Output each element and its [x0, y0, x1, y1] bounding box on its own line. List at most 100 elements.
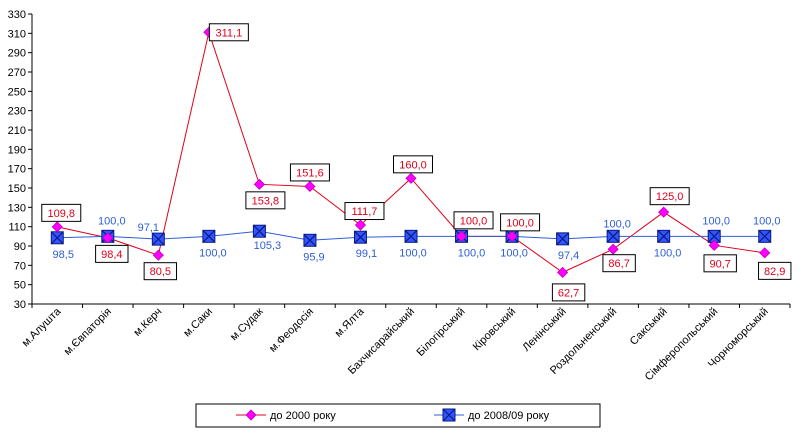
data-label-box — [758, 261, 792, 280]
series-2000-point — [152, 249, 164, 261]
legend-box — [195, 403, 601, 428]
x-category-label: Ленінський — [520, 306, 568, 354]
x-category-label: м.Саки — [181, 306, 215, 340]
marker-cross — [442, 408, 456, 422]
series-2000-data-label: 109,8 — [41, 203, 82, 222]
data-label-box — [95, 244, 129, 263]
y-tick-label: 170 — [8, 164, 26, 176]
series-2008-data-label: 100,0 — [753, 215, 781, 227]
series-2008-data-label: 100,0 — [399, 247, 427, 259]
data-label-box — [289, 163, 330, 182]
data-label-box — [602, 254, 636, 273]
data-label-text: 151,6 — [296, 167, 324, 179]
y-tick-label: 50 — [14, 280, 26, 292]
series-2008-point — [303, 233, 317, 247]
data-label-box — [393, 155, 433, 174]
x-category-label: м.Феодосія — [267, 306, 316, 355]
series-2000-point — [557, 266, 569, 278]
marker-cross — [50, 231, 64, 245]
y-tick-label: 250 — [8, 86, 26, 98]
series-2000-data-label: 311,1 — [208, 23, 249, 42]
x-category-label: Кіровський — [471, 306, 518, 353]
y-tick-label: 210 — [8, 125, 26, 137]
data-label-text: 109,8 — [48, 208, 76, 220]
series-2000-point — [759, 247, 771, 259]
series-2000-point — [455, 230, 468, 242]
series-2000-data-label: 98,4 — [95, 244, 129, 263]
y-tick-label: 310 — [8, 28, 26, 40]
x-category-label: Сакський — [628, 306, 670, 348]
series-2008-point — [657, 229, 671, 243]
data-label-box — [500, 213, 541, 232]
marker-cross — [151, 232, 165, 246]
data-label-box — [551, 283, 586, 302]
marker-cross — [657, 229, 671, 243]
series-2008-data-label: 98,5 — [53, 249, 74, 261]
legend-item-2000: до 2000 року — [236, 409, 336, 422]
series-2000-data-label: 111,7 — [344, 202, 385, 221]
marker-cross — [303, 233, 317, 247]
series-2008-data-label: 100,0 — [458, 247, 486, 259]
marker-cross — [252, 224, 266, 238]
series-2000-point — [607, 243, 619, 255]
data-label-box — [703, 254, 737, 273]
marker-cross — [707, 229, 721, 243]
series-2008-data-label: 100,0 — [199, 247, 227, 259]
series-2000-point — [304, 180, 316, 193]
series-2000-point — [102, 232, 114, 244]
series-2000-data-label: 80,5 — [143, 262, 178, 281]
marker-cross — [556, 232, 570, 246]
series-2008-data-label: 99,1 — [356, 248, 377, 260]
y-tick-label: 30 — [14, 299, 26, 311]
x-category-label: м.Судак — [228, 306, 266, 344]
series-2000-point — [658, 206, 670, 218]
legend-swatch-marker — [245, 409, 257, 421]
series-2000-data-label: 62,7 — [551, 283, 586, 302]
series-2000-point — [51, 221, 63, 233]
series-2008-data-label: 100,0 — [654, 247, 682, 259]
data-label-text: 125,0 — [656, 191, 684, 203]
data-label-text: 111,7 — [352, 206, 378, 218]
series-2008-point — [202, 229, 216, 243]
series-2000-point — [253, 178, 265, 190]
legend-item-2008: до 2008/09 року — [434, 408, 550, 422]
series-2000-data-label: 82,9 — [758, 261, 792, 280]
series-2000-data-label: 100,0 — [500, 213, 541, 232]
series-2000-data-label: 86,7 — [602, 254, 636, 273]
data-label-box — [208, 23, 249, 42]
series-2008-data-label: 97,4 — [558, 250, 579, 262]
series-2000-point — [708, 239, 720, 251]
data-label-text: 86,7 — [608, 258, 629, 270]
series-2008-data-label: 100,0 — [702, 215, 730, 227]
data-label-text: 153,8 — [252, 195, 280, 207]
data-label-text: 62,7 — [558, 287, 579, 299]
y-tick-label: 190 — [8, 144, 26, 156]
series-2000-data-label: 90,7 — [703, 254, 737, 273]
series-2000-data-label: 151,6 — [289, 163, 330, 182]
series-2008-data-label: 100,0 — [98, 215, 126, 227]
series-2008-point — [404, 229, 418, 243]
marker-cross — [606, 229, 620, 243]
y-tick-label: 70 — [14, 260, 26, 272]
y-tick-label: 290 — [8, 48, 26, 60]
data-label-box — [453, 211, 494, 230]
x-category-label: м.Євпаторія — [62, 306, 114, 358]
x-category-label: м.Алушта — [20, 305, 64, 349]
data-label-text: 98,4 — [101, 249, 122, 261]
y-tick-label: 330 — [8, 9, 26, 21]
series-2008-data-label: 100,0 — [500, 247, 528, 259]
data-label-text: 160,0 — [399, 159, 427, 171]
data-label-text: 80,5 — [150, 266, 171, 278]
series-2008-data-label: 95,9 — [303, 251, 324, 263]
series-2008-point — [606, 229, 620, 243]
data-label-box — [245, 191, 286, 210]
series-2008-data-label: 100,0 — [603, 218, 631, 230]
series-2008-point — [353, 230, 367, 244]
series-2008-point — [252, 224, 266, 238]
y-tick-label: 270 — [8, 67, 26, 79]
y-tick-label: 230 — [8, 106, 26, 118]
data-label-box — [649, 187, 690, 206]
series-2008-point — [556, 232, 570, 246]
data-label-text: 100,0 — [460, 215, 488, 227]
series-2008-point — [151, 232, 165, 246]
